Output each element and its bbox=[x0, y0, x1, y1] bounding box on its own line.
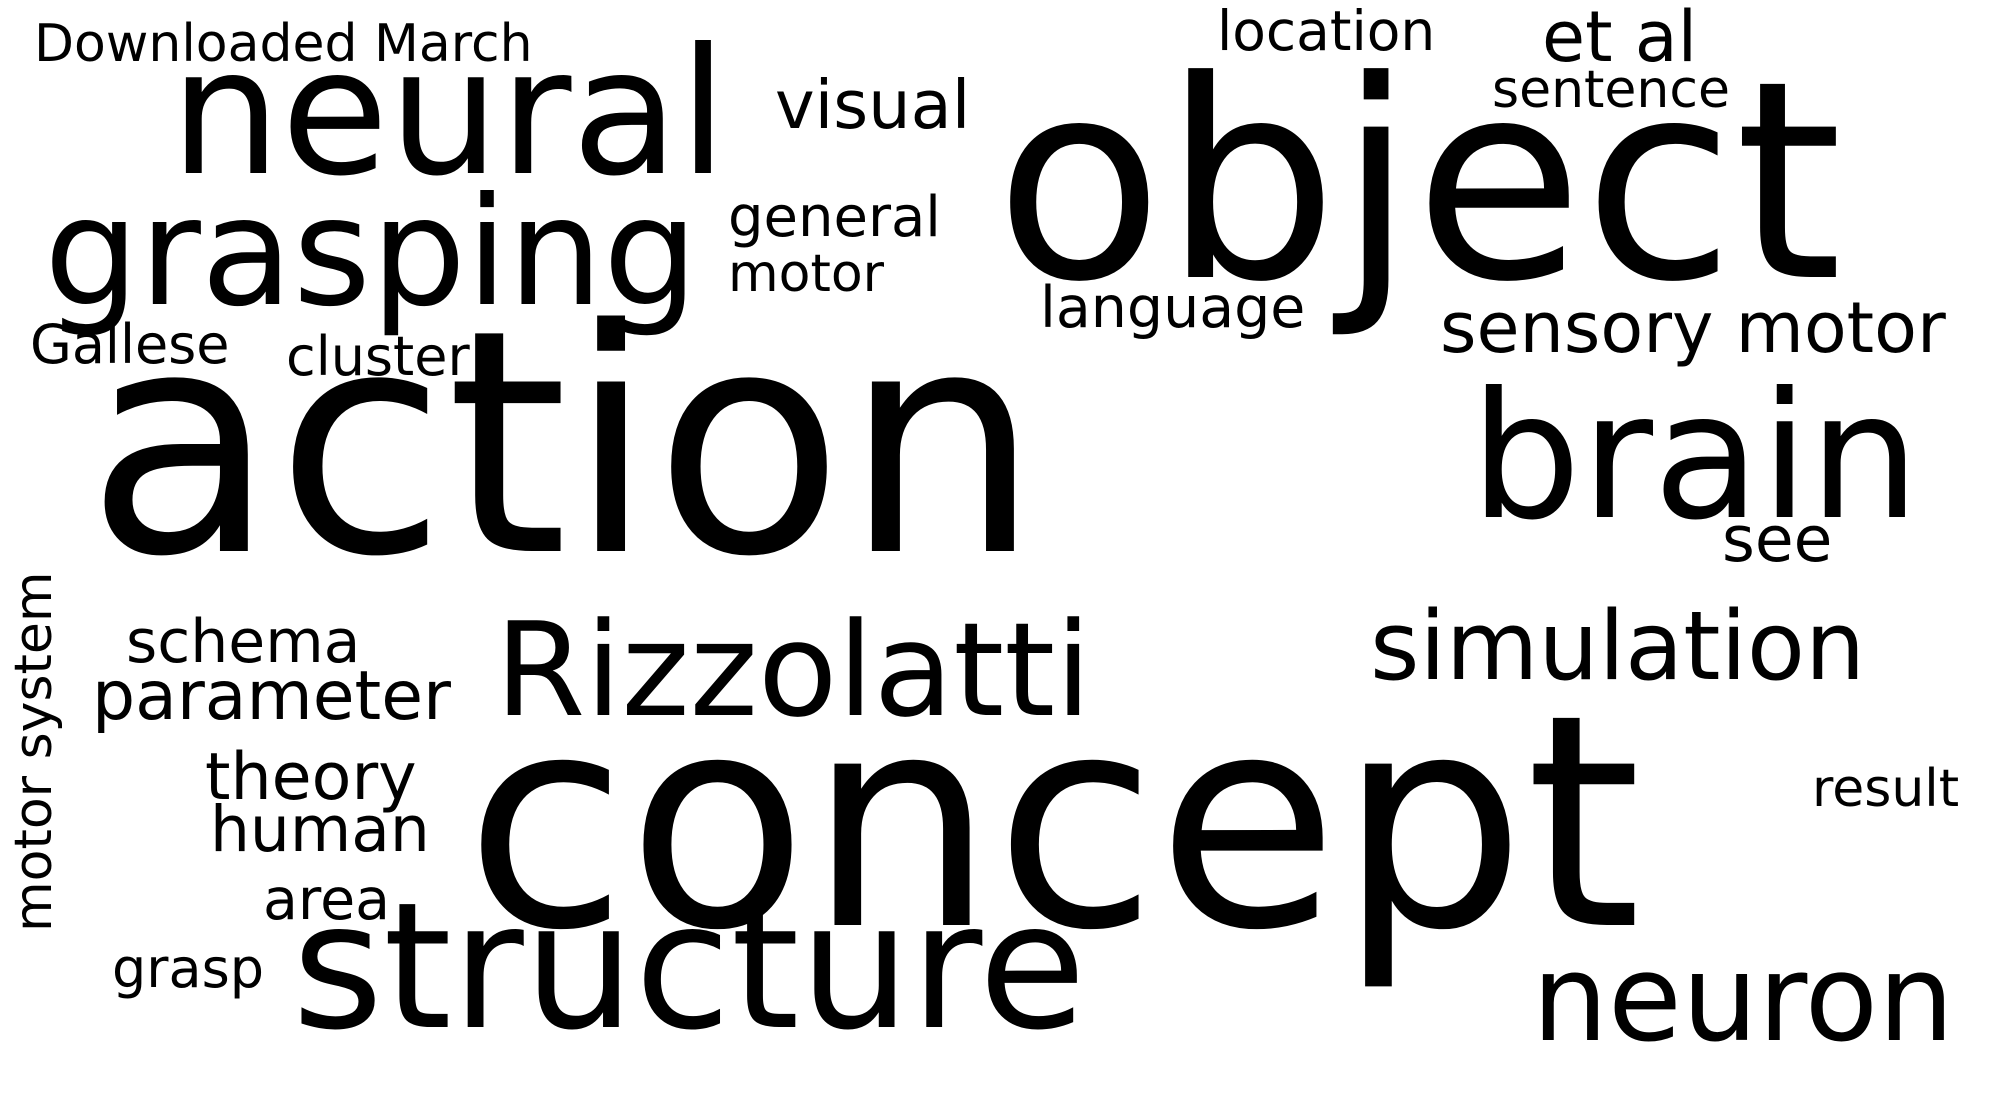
word-language: language bbox=[1040, 275, 1306, 341]
word-sentence: sentence bbox=[1492, 60, 1730, 120]
word-concept: concept bbox=[465, 651, 1642, 995]
word-theory: theory bbox=[205, 740, 417, 815]
word-downloaded-march: Downloaded March bbox=[34, 14, 533, 74]
word-grasp: grasp bbox=[112, 937, 264, 1000]
word-general: general bbox=[728, 185, 941, 250]
word-parameter: parameter bbox=[92, 657, 451, 736]
word-sensory-motor: sensory motor bbox=[1440, 287, 1946, 369]
word-visual: visual bbox=[775, 66, 971, 144]
word-schema: schema bbox=[126, 607, 361, 677]
word-et-al: et al bbox=[1542, 0, 1698, 78]
word-location: location bbox=[1217, 0, 1436, 63]
word-structure: structure bbox=[292, 866, 1087, 1069]
word-rizzolatti: Rizzolatti bbox=[495, 594, 1092, 746]
word-grasping: grasping bbox=[44, 166, 699, 340]
word-result: result bbox=[1812, 759, 1960, 819]
word-cluster: cluster bbox=[286, 325, 470, 388]
word-object: object bbox=[995, 22, 1843, 342]
word-motor-system: motor system bbox=[4, 571, 64, 932]
word-area: area bbox=[263, 867, 391, 933]
word-human: human bbox=[210, 793, 430, 866]
word-see: see bbox=[1722, 503, 1833, 576]
word-neural: neural bbox=[170, 12, 728, 215]
word-gallese: Gallese bbox=[30, 313, 230, 376]
word-action: action bbox=[86, 264, 1041, 625]
word-motor: motor bbox=[728, 244, 885, 304]
word-neuron: neuron bbox=[1532, 930, 1955, 1069]
word-brain: brain bbox=[1470, 356, 1920, 559]
word-simulation: simulation bbox=[1370, 592, 1866, 702]
